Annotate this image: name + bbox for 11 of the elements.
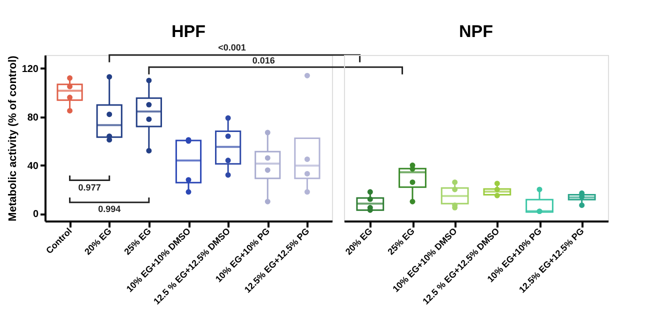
y-tick-label: 80 (27, 112, 39, 124)
annotation: 0.994 (98, 204, 121, 214)
annotation: 0.016 (252, 55, 275, 66)
annotation: 0.977 (78, 182, 101, 192)
text: <0.001 (218, 42, 246, 53)
chart-title: HPF (172, 22, 206, 41)
y-tick-label: 120 (22, 64, 39, 75)
y-tick-label: 0 (32, 209, 39, 220)
y-tick-label: 40 (27, 160, 39, 172)
y-axis-title: Metabolic activity (% of control) (6, 55, 19, 222)
chart-title: NPF (459, 22, 493, 41)
